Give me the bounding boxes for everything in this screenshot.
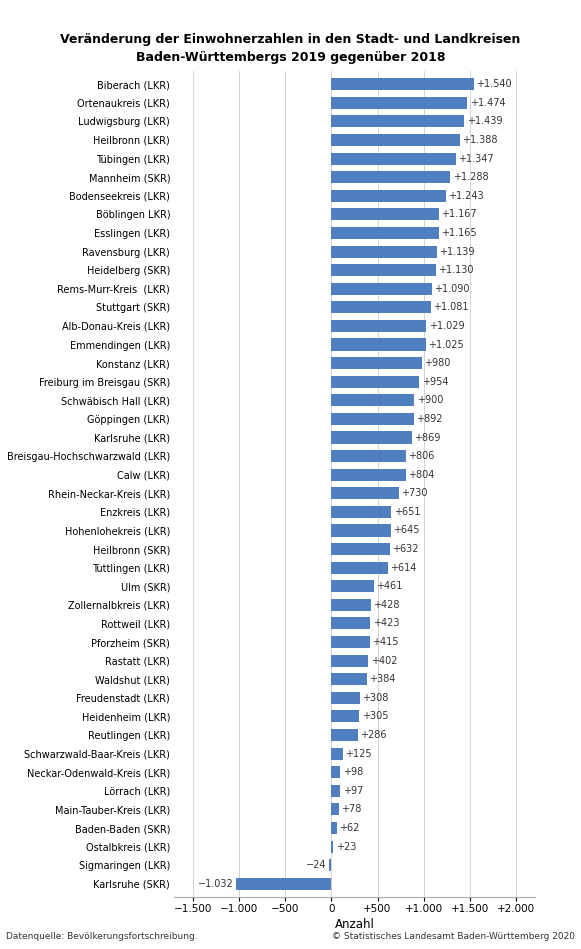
Bar	[331, 357, 422, 369]
Text: +1.025: +1.025	[428, 340, 464, 349]
Bar	[331, 599, 371, 611]
Bar	[331, 506, 392, 518]
Bar	[331, 487, 399, 499]
Bar	[331, 655, 368, 667]
Text: +308: +308	[362, 693, 389, 703]
Text: +286: +286	[360, 730, 386, 740]
Text: +892: +892	[416, 414, 443, 424]
Text: +1.388: +1.388	[462, 135, 497, 145]
Text: +1.540: +1.540	[476, 79, 511, 89]
Bar	[331, 711, 360, 722]
Text: +1.090: +1.090	[435, 284, 470, 294]
Text: +428: +428	[373, 600, 400, 610]
Bar	[331, 283, 432, 295]
Text: +423: +423	[372, 619, 399, 628]
Text: © Statistisches Landesamt Baden-Württemberg 2020: © Statistisches Landesamt Baden-Württemb…	[332, 933, 575, 941]
Text: +632: +632	[392, 544, 418, 554]
Bar	[331, 134, 460, 146]
Text: +869: +869	[414, 433, 440, 442]
Bar	[331, 804, 339, 815]
Text: +1.130: +1.130	[438, 265, 474, 275]
Text: +1.439: +1.439	[467, 117, 502, 126]
Bar	[331, 636, 370, 648]
Bar	[331, 394, 414, 406]
Text: +1.167: +1.167	[442, 210, 477, 219]
Bar	[331, 78, 474, 90]
Text: +305: +305	[362, 712, 388, 721]
Bar	[331, 209, 439, 220]
Text: +78: +78	[341, 805, 361, 814]
Bar	[331, 580, 374, 592]
Bar	[331, 729, 358, 741]
Bar	[331, 339, 426, 350]
Text: +804: +804	[408, 470, 434, 479]
Text: +1.288: +1.288	[453, 172, 488, 182]
Bar	[331, 748, 343, 759]
Text: −24: −24	[306, 860, 327, 870]
Text: +125: +125	[345, 749, 372, 758]
Bar	[331, 432, 411, 443]
Text: +1.165: +1.165	[441, 228, 477, 238]
Bar	[331, 822, 337, 834]
Bar	[331, 618, 371, 629]
Text: +384: +384	[369, 674, 396, 684]
Text: Datenquelle: Bevölkerungsfortschreibung.: Datenquelle: Bevölkerungsfortschreibung.	[6, 933, 198, 941]
Text: +651: +651	[394, 507, 420, 517]
Bar	[331, 692, 360, 704]
Text: Veränderung der Einwohnerzahlen in den Stadt- und Landkreisen
Baden-Württembergs: Veränderung der Einwohnerzahlen in den S…	[60, 33, 521, 65]
Text: +954: +954	[422, 377, 449, 386]
Text: +980: +980	[424, 358, 450, 368]
Bar	[331, 543, 390, 555]
Bar	[331, 171, 450, 183]
Bar	[331, 190, 446, 202]
Text: +23: +23	[336, 842, 356, 851]
Text: +461: +461	[376, 582, 403, 591]
Bar	[331, 264, 436, 276]
Text: +415: +415	[372, 637, 399, 647]
Text: +645: +645	[393, 526, 419, 535]
Text: +614: +614	[390, 563, 417, 572]
Bar	[331, 153, 456, 164]
Bar	[331, 450, 406, 462]
Bar	[331, 320, 426, 332]
Bar	[331, 766, 340, 778]
Bar	[236, 878, 331, 890]
Text: +1.474: +1.474	[470, 98, 505, 108]
Text: +1.347: +1.347	[458, 154, 494, 163]
Bar	[331, 97, 468, 109]
Bar	[329, 859, 331, 871]
Bar	[331, 301, 431, 313]
Text: +1.081: +1.081	[433, 303, 469, 312]
Text: +806: +806	[408, 451, 435, 461]
Text: +900: +900	[417, 396, 443, 405]
Bar	[331, 785, 340, 797]
Text: +730: +730	[401, 489, 428, 498]
Bar	[331, 562, 388, 574]
Bar	[331, 227, 439, 239]
Bar	[331, 525, 391, 536]
Bar	[331, 246, 436, 257]
Text: +97: +97	[343, 786, 363, 796]
X-axis label: Anzahl: Anzahl	[335, 918, 374, 931]
Bar	[331, 469, 406, 481]
Text: +98: +98	[343, 767, 363, 777]
Bar	[331, 116, 464, 127]
Text: +1.139: +1.139	[439, 247, 474, 256]
Bar	[331, 413, 414, 425]
Text: −1.032: −1.032	[198, 879, 234, 889]
Text: +1.029: +1.029	[429, 321, 464, 331]
Bar	[331, 376, 419, 388]
Bar	[331, 841, 333, 852]
Text: +402: +402	[371, 656, 397, 665]
Bar	[331, 673, 367, 685]
Text: +1.243: +1.243	[449, 191, 484, 201]
Text: +62: +62	[339, 823, 360, 833]
